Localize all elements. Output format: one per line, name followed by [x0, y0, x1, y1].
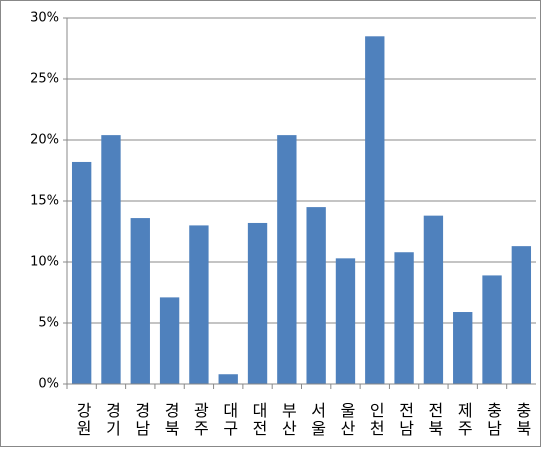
x-tick-label: 경남 [132, 402, 151, 438]
bar [511, 246, 532, 384]
x-tick-label: 서울 [308, 402, 327, 438]
y-tick-label: 15% [30, 194, 59, 209]
x-tick-label: 대전 [249, 402, 268, 438]
x-tick-label: 인천 [366, 402, 385, 438]
y-tick-label: 30% [30, 11, 59, 26]
y-tick-label: 5% [38, 316, 59, 331]
x-tick-label: 부산 [278, 402, 297, 438]
bar [335, 258, 356, 384]
x-tick-label: 제주 [454, 402, 473, 438]
x-tick-label: 경기 [102, 402, 121, 438]
x-tick-label: 대구 [220, 402, 239, 438]
x-tick-label: 전남 [396, 402, 415, 438]
x-tick-label: 경북 [161, 402, 180, 438]
x-tick-label: 울산 [337, 402, 356, 438]
y-tick-label: 20% [30, 133, 59, 148]
y-tick-label: 0% [38, 377, 59, 392]
x-tick-label: 강원 [73, 402, 92, 438]
bar [365, 36, 385, 385]
x-tick-label: 광주 [190, 402, 209, 438]
x-tick-label: 충남 [484, 402, 503, 438]
bar [130, 218, 150, 384]
bar [247, 222, 268, 384]
x-tick-label: 전북 [425, 402, 444, 438]
bar [453, 312, 473, 384]
bar [394, 252, 414, 384]
bar [189, 225, 209, 384]
y-tick-label: 25% [30, 72, 59, 87]
bar [218, 374, 238, 384]
x-tick-label: 충북 [513, 402, 532, 438]
bar [306, 207, 326, 384]
y-tick-label: 10% [30, 255, 59, 270]
bar [159, 297, 180, 384]
bar [482, 275, 502, 384]
bar [71, 161, 92, 384]
bar [423, 215, 444, 384]
bar [277, 135, 297, 384]
bar [101, 135, 121, 384]
